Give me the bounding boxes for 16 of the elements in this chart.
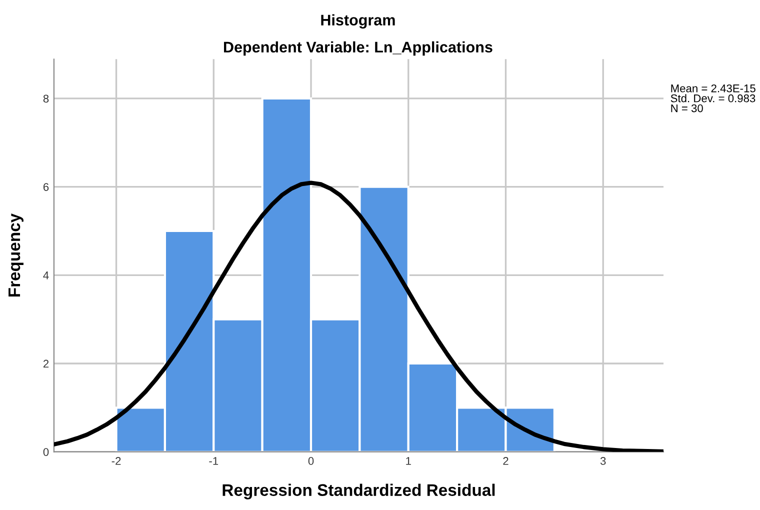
x-tick-label: 3 [600,457,606,465]
y-tick-label: 4 [43,272,49,280]
y-tick-label: 8 [43,94,49,103]
chart-title: Histogram [321,14,395,29]
x-tick-label: -2 [112,457,121,465]
x-tick-label: 0 [308,457,314,465]
x-tick-label: -1 [209,457,218,465]
y-tick-label: 0 [43,448,49,456]
y-tick-label: 6 [43,183,49,191]
x-axis-title: Regression Standardized Residual [222,484,495,500]
x-tick-label: 1 [406,457,411,465]
text: Mean = 2.43E-15 Std. Dev. = 0.983 N = 30 [670,84,756,112]
chart-subtitle: Dependent Variable: Ln_Applications [224,41,492,56]
y-tick-label: 2 [43,360,49,368]
y-axis-title: Frequency [8,213,24,297]
x-tick-label: 2 [503,457,508,465]
